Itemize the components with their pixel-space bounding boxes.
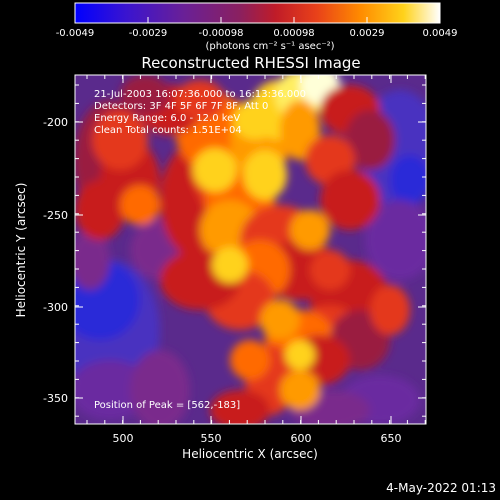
emission-blob [310,250,350,290]
y-tick-label: -350 [43,392,68,405]
emission-blob [193,148,237,192]
emission-blob [290,210,330,250]
detectors-text: Detectors: 3F 4F 5F 6F 7F 8F, Att 0 [94,101,268,112]
x-tick-labels: 500 550 600 650 [113,432,402,445]
colorbar-tick-label: -0.0029 [129,28,168,39]
emission-blob [285,340,315,370]
clean-counts-text: Clean Total counts: 1.51E+04 [94,125,242,136]
axis-ticks [75,75,426,424]
emission-blob [230,340,270,380]
colorbar-tick-label: -0.00098 [199,28,244,39]
colorbar-tick-label: 0.00098 [273,28,314,39]
y-tick-label: -250 [43,209,68,222]
plot-title: Reconstructed RHESSI Image [141,54,360,72]
emission-blob [92,110,148,170]
footer-timestamp: 4-May-2022 01:13 [386,481,496,495]
y-tick-label: -200 [43,116,68,129]
observation-info: 21-Jul-2003 16:07:36.000 to 16:13:36.000… [94,89,306,136]
colorbar-ticks [74,17,441,23]
emission-blob [320,170,380,230]
time-range-text: 21-Jul-2003 16:07:36.000 to 16:13:36.000 [94,89,306,100]
y-axis-title: Heliocentric Y (arcsec) [14,183,28,318]
emission-map [75,75,426,424]
emission-blob [345,110,395,170]
emission-blob [130,350,190,424]
reconstructed-image [75,75,426,424]
colorbar-tick-labels: -0.0049 -0.0029 -0.00098 0.00098 0.0029 … [56,28,458,39]
colorbar-tick-label: -0.0049 [56,28,95,39]
emission-blob [75,360,150,420]
emission-blob [260,300,300,340]
emission-blob [280,370,320,410]
colorbar-gradient [74,2,441,24]
colorbar-tick-label: 0.0029 [350,28,385,39]
energy-range-text: Energy Range: 6.0 - 12.0 keV [94,113,240,124]
emission-blob [75,230,110,290]
emission-blob [370,285,410,335]
peak-position-text: Position of Peak = [562,-183] [94,400,240,411]
emission-blob [233,100,277,140]
emission-blob [210,390,270,424]
emission-blob [120,75,170,115]
emission-blob [175,80,225,120]
x-tick-label: 550 [201,432,222,445]
plot-frame [74,74,427,425]
colorbar-unit-label: (photons cm⁻² s⁻¹ asec⁻²) [205,41,334,52]
x-tick-label: 500 [113,432,134,445]
x-tick-label: 600 [291,432,312,445]
emission-blob [365,200,426,280]
colorbar-tick-label: 0.0049 [423,28,458,39]
x-tick-label: 650 [381,432,402,445]
y-tick-labels: -200 -250 -300 -350 [43,116,68,405]
y-tick-label: -300 [43,301,68,314]
emission-blob [390,155,426,205]
emission-blob [212,247,248,283]
emission-blob [243,150,287,200]
colorbar: -0.0049 -0.0029 -0.00098 0.00098 0.0029 … [56,2,458,52]
x-axis-title: Heliocentric X (arcsec) [182,447,318,461]
emission-blob [120,185,160,225]
